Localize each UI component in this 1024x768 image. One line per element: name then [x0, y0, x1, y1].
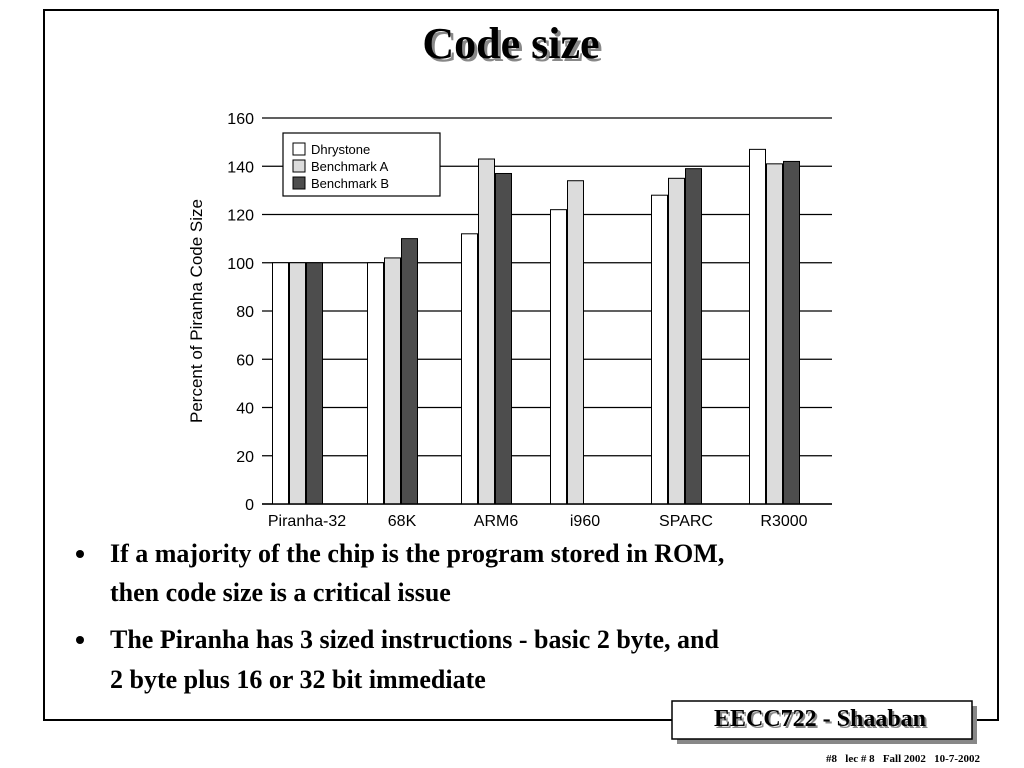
x-tick-label: ARM6 — [474, 513, 519, 530]
bar — [384, 257, 401, 505]
legend-swatch — [292, 159, 306, 173]
bar — [495, 172, 512, 505]
bar — [461, 233, 478, 505]
footer-note: #8 lec # 8 Fall 2002 10-7-2002 — [826, 753, 980, 765]
y-tick-label: 120 — [227, 208, 254, 225]
footer-label-shadow: EECC722 - Shaaban — [716, 708, 928, 734]
bullet-dot — [76, 550, 84, 558]
bar — [478, 158, 495, 505]
bar — [749, 148, 766, 505]
bullet-text: The Piranha has 3 sized instructions - b… — [110, 625, 719, 654]
bullet-text: If a majority of the chip is the program… — [110, 539, 724, 568]
x-tick-label: i960 — [570, 513, 600, 530]
bar — [783, 160, 800, 505]
chart: 0 20 40 60 80 100 120 140 160 Piranha-32 68K ARM6 i9… — [227, 111, 832, 530]
legend-label: Benchmark B — [311, 176, 389, 191]
bar — [306, 262, 323, 505]
x-tick-label: 68K — [388, 513, 417, 530]
y-tick-label: 100 — [227, 256, 254, 273]
y-tick-label: 60 — [236, 352, 254, 369]
bar — [367, 262, 384, 505]
bullets: If a majority of the chip is the program… — [76, 539, 724, 694]
y-tick-label: 20 — [236, 449, 254, 466]
bar — [685, 168, 702, 505]
y-tick-label: 160 — [227, 111, 254, 128]
footer-box — [671, 700, 973, 740]
legend-swatch — [292, 176, 306, 190]
legend-swatch — [292, 142, 306, 156]
bar — [668, 177, 685, 505]
bar — [289, 262, 306, 505]
footer-label: EECC722 - Shaaban — [714, 706, 926, 732]
bar — [401, 238, 418, 505]
y-tick-label: 140 — [227, 159, 254, 176]
x-tick-label: Piranha-32 — [268, 513, 346, 530]
legend-box — [282, 132, 441, 197]
legend-label: Benchmark A — [311, 159, 389, 174]
bar — [567, 180, 584, 505]
bar — [766, 163, 783, 505]
bullet-dot — [76, 636, 84, 644]
bar — [651, 194, 668, 505]
title-shadow: Code size — [425, 22, 602, 71]
x-tick-label: SPARC — [659, 513, 713, 530]
bullet-text: 2 byte plus 16 or 32 bit immediate — [110, 665, 486, 694]
bullet-text: then code size is a critical issue — [110, 578, 451, 607]
bar — [272, 262, 289, 505]
y-tick-label: 80 — [236, 304, 254, 321]
slide-border — [43, 9, 999, 721]
y-tick-label: 0 — [245, 497, 254, 514]
y-axis-label: Percent of Piranha Code Size — [187, 199, 206, 423]
slide-title: Code size — [422, 19, 599, 68]
bar — [550, 209, 567, 505]
x-tick-label: R3000 — [760, 513, 807, 530]
legend-label: Dhrystone — [311, 142, 370, 157]
y-tick-label: 40 — [236, 401, 254, 418]
